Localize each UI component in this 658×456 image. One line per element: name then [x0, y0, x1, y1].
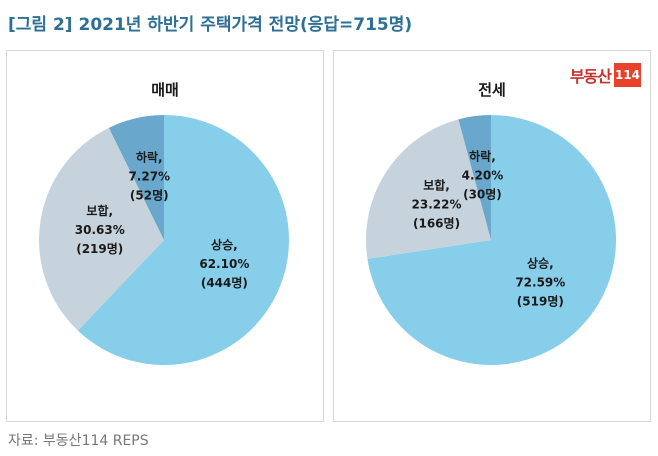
slice-label-flat-percent: 30.63% [75, 223, 125, 237]
slice-label-rise-percent: 62.10% [199, 257, 249, 271]
brand-logo: 부동산 114 [570, 62, 641, 88]
pie-title-jeonse: 전세 [478, 81, 506, 99]
pie-panel-jeonse: 전세 부동산 114 상승, 72.59% (519명) 보합, 23.22% (166명… [333, 50, 651, 422]
pie-slice-rise [77, 115, 290, 366]
slice-label-rise-label: 상승, [211, 237, 238, 252]
pie-slice-fall [108, 115, 164, 240]
source-note: 자료: 부동산114 REPS [8, 433, 149, 449]
slice-label-rise-count: (519명) [517, 294, 564, 308]
pie-panel-sale: 매매 상승, 62.10% (444명) 보합, 30.63% (219명) 하락, 7.27… [6, 50, 324, 422]
pie-title-sale: 매매 [151, 81, 179, 99]
slice-label-flat-percent: 23.22% [412, 198, 462, 212]
pie-slice-fall [458, 115, 491, 240]
logo-text: 부동산 [569, 67, 612, 86]
slice-label-fall-percent: 4.20% [462, 169, 504, 183]
slice-label-fall-percent: 7.27% [128, 170, 170, 184]
slice-label-rise-percent: 72.59% [515, 275, 565, 289]
slice-label-flat-count: (166명) [413, 217, 460, 231]
pie-slice-rise [367, 115, 616, 366]
slice-label-rise-count: (444명) [201, 276, 248, 290]
slice-label-fall-count: (30명) [463, 188, 502, 202]
slice-label-fall-label: 하락, [469, 149, 496, 164]
logo-box: 114 [614, 63, 641, 87]
figure-title: [그림 2] 2021년 하반기 주택가격 전망(응답=715명) [8, 15, 413, 35]
slice-label-flat-label: 보합, [423, 178, 450, 193]
slice-label-flat-label: 보합, [86, 203, 113, 218]
pie-slice-flat [366, 119, 491, 259]
slice-label-fall-count: (52명) [130, 189, 169, 203]
slice-label-rise-label: 상승, [527, 255, 554, 270]
pie-slice-flat [39, 127, 164, 331]
slice-label-flat-count: (219명) [76, 242, 123, 256]
slice-label-fall-label: 하락, [136, 150, 163, 165]
pie-chart-sale: 상승, 62.10% (444명) 보합, 30.63% (219명) 하락, 7.27% (5… [39, 115, 290, 366]
pie-chart-jeonse: 상승, 72.59% (519명) 보합, 23.22% (166명) 하락, 4.20% (3… [366, 115, 616, 366]
